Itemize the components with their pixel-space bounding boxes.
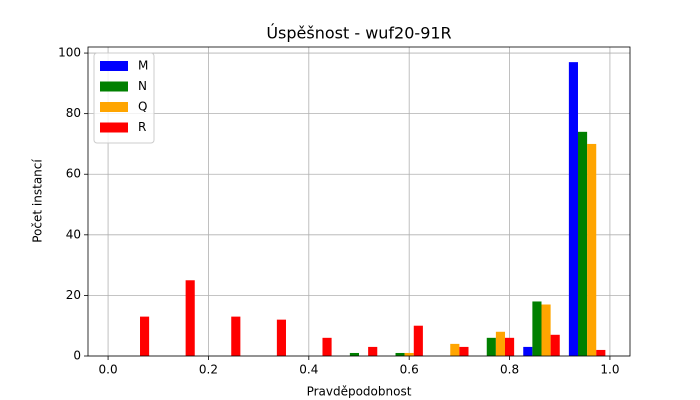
- legend-label: R: [138, 120, 146, 134]
- bar: [322, 337, 332, 356]
- bar: [587, 143, 597, 356]
- bar: [532, 301, 542, 356]
- bar: [577, 131, 588, 356]
- legend-swatch: [100, 122, 128, 133]
- bar: [276, 319, 286, 356]
- legend-frame: [93, 52, 155, 144]
- bar: [395, 352, 405, 356]
- y-tick-label: 60: [66, 167, 81, 181]
- x-tick-label: 0.4: [299, 363, 318, 377]
- x-tick-label: 0.8: [500, 363, 519, 377]
- bar: [486, 337, 496, 356]
- bar: [550, 334, 560, 356]
- bar: [368, 346, 378, 356]
- x-tick-label: 1.0: [600, 363, 619, 377]
- bar: [505, 337, 515, 356]
- plot-frame: [87, 46, 631, 357]
- y-tick-label: 100: [58, 46, 81, 60]
- bar: [450, 343, 460, 356]
- y-tick-label: 0: [73, 349, 81, 363]
- legend-swatch: [100, 102, 128, 112]
- x-tick-label: 0.2: [199, 363, 218, 377]
- bar: [541, 304, 551, 356]
- legend-swatch: [100, 61, 128, 71]
- y-tick-label: 40: [66, 227, 81, 241]
- bar: [140, 316, 150, 356]
- legend-swatch: [100, 81, 128, 92]
- legend-label: Q: [138, 100, 147, 114]
- x-tick-label: 0.6: [400, 363, 419, 377]
- bar: [349, 352, 359, 356]
- bar: [413, 325, 423, 356]
- y-tick-label: 20: [66, 288, 81, 302]
- bar: [231, 316, 241, 356]
- bar: [596, 349, 606, 356]
- bar: [404, 352, 414, 356]
- legend-label: N: [138, 79, 147, 93]
- bar: [185, 280, 195, 356]
- bar: [459, 346, 469, 356]
- bar: [523, 346, 533, 356]
- x-tick-label: 0.0: [99, 363, 118, 377]
- bar: [568, 62, 578, 356]
- y-tick-label: 80: [66, 106, 81, 120]
- y-axis-label: Počet instancí: [31, 159, 45, 243]
- chart-title: Úspěšnost - wuf20-91R: [266, 24, 451, 43]
- x-axis-label: Pravděpodobnost: [307, 385, 412, 399]
- bar: [495, 331, 506, 356]
- legend-label: M: [138, 59, 148, 73]
